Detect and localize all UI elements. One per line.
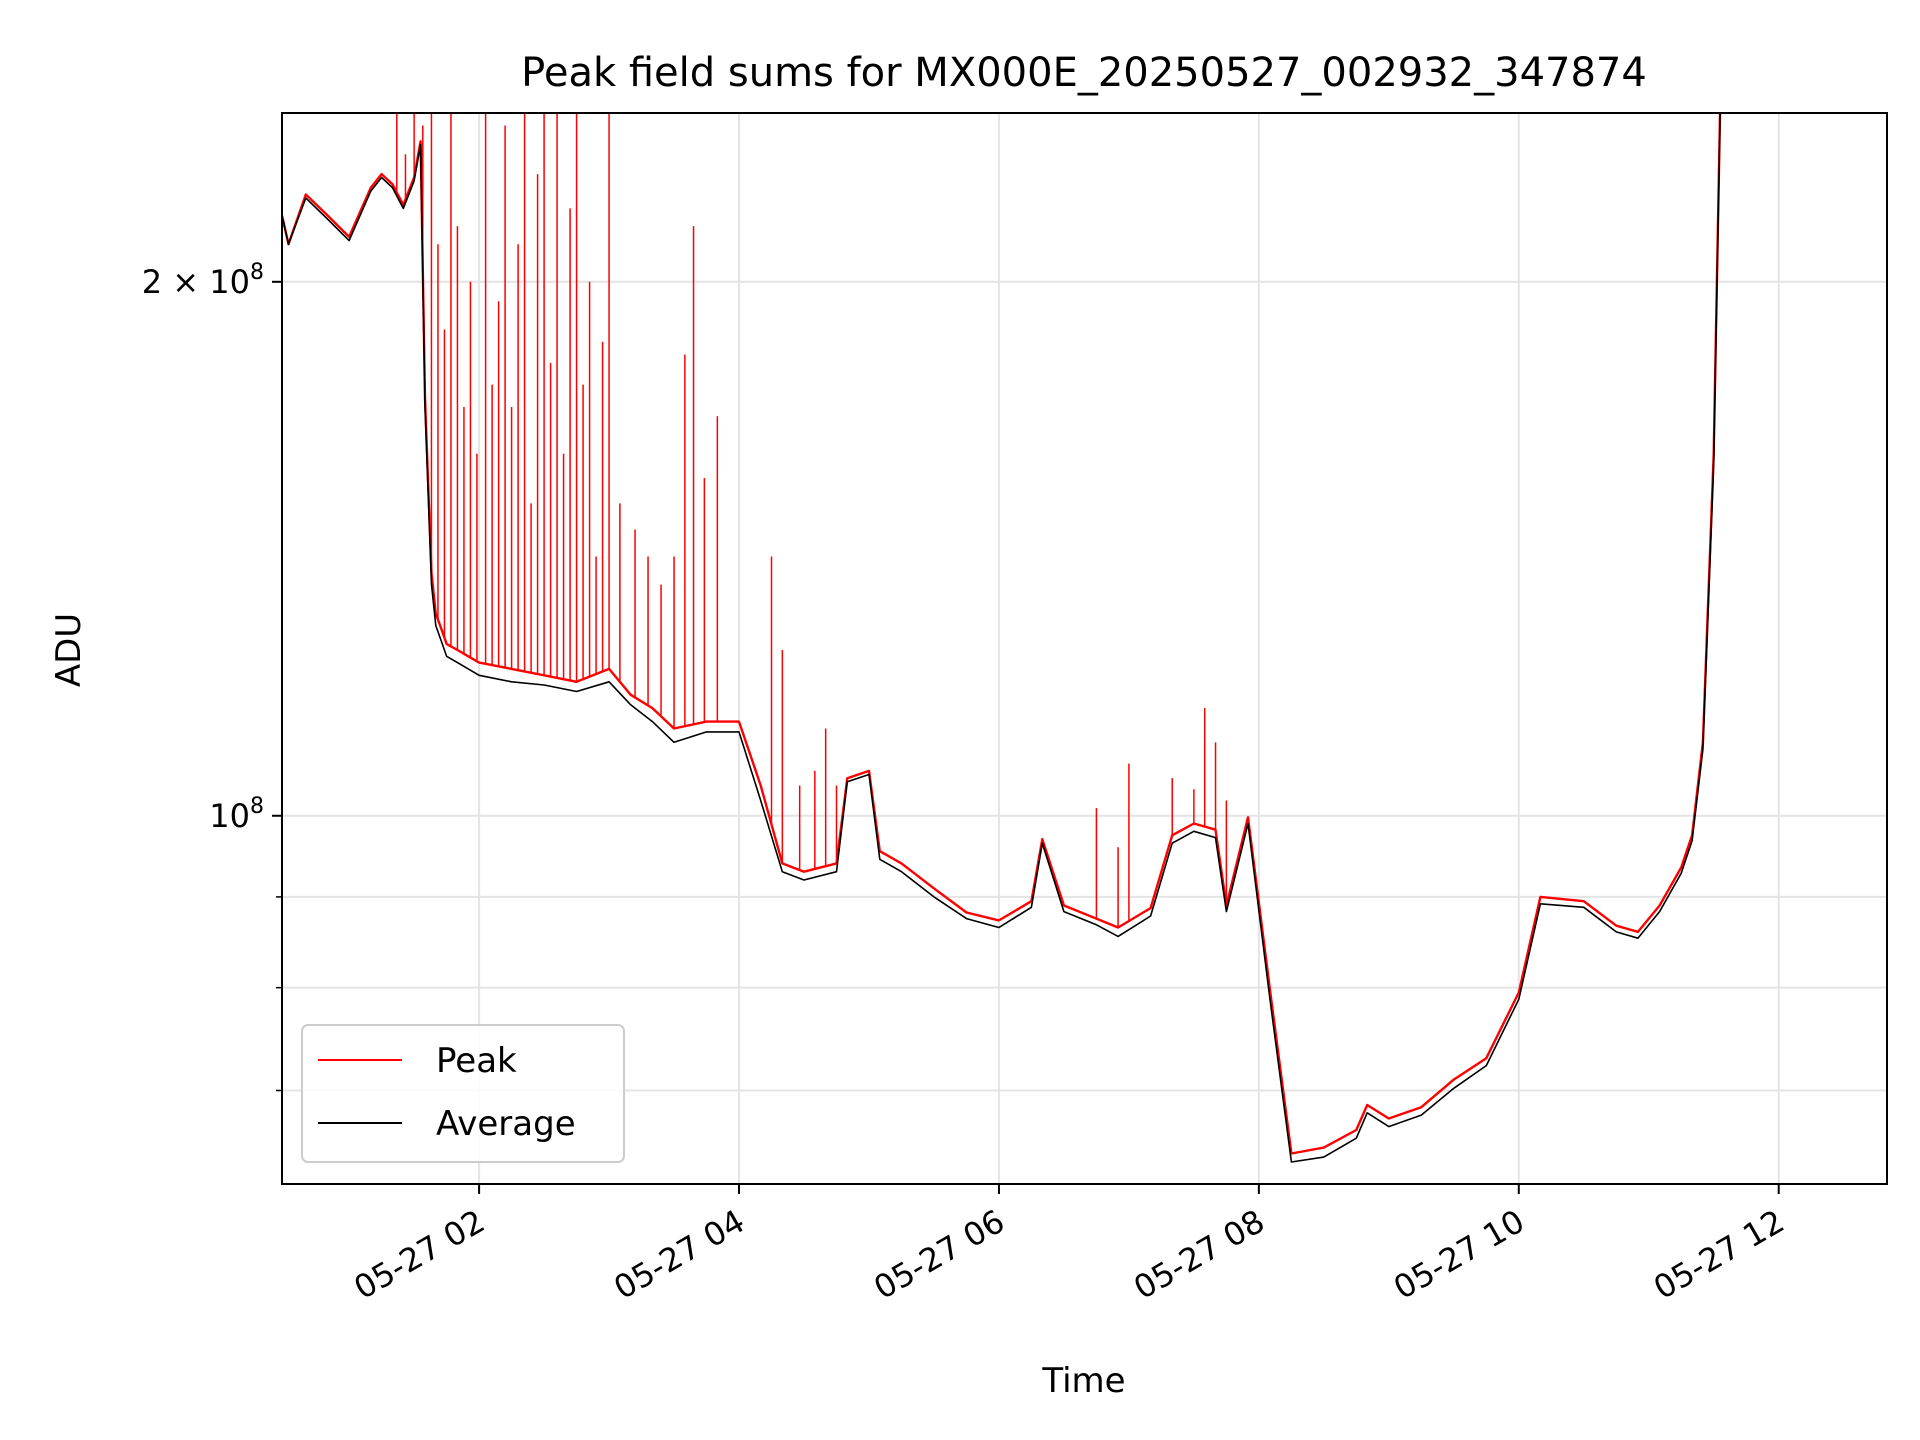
y-tick-label: 2 × 108 [142,260,264,301]
y-axis-label: ADU [49,613,89,687]
series-line-average [282,113,1721,1163]
y-axis: 108 2 × 108 [142,260,282,1092]
legend-label-average: Average [436,1104,576,1144]
chart-title: Peak field sums for MX000E_20250527_0029… [521,50,1647,96]
x-axis-label: Time [1041,1361,1125,1401]
legend-label-peak: Peak [436,1041,517,1081]
plot-area-frame [281,112,1888,1185]
series-layer [282,113,1722,1163]
legend: Peak Average [301,1024,625,1163]
y-tick-label: 108 [209,794,264,835]
